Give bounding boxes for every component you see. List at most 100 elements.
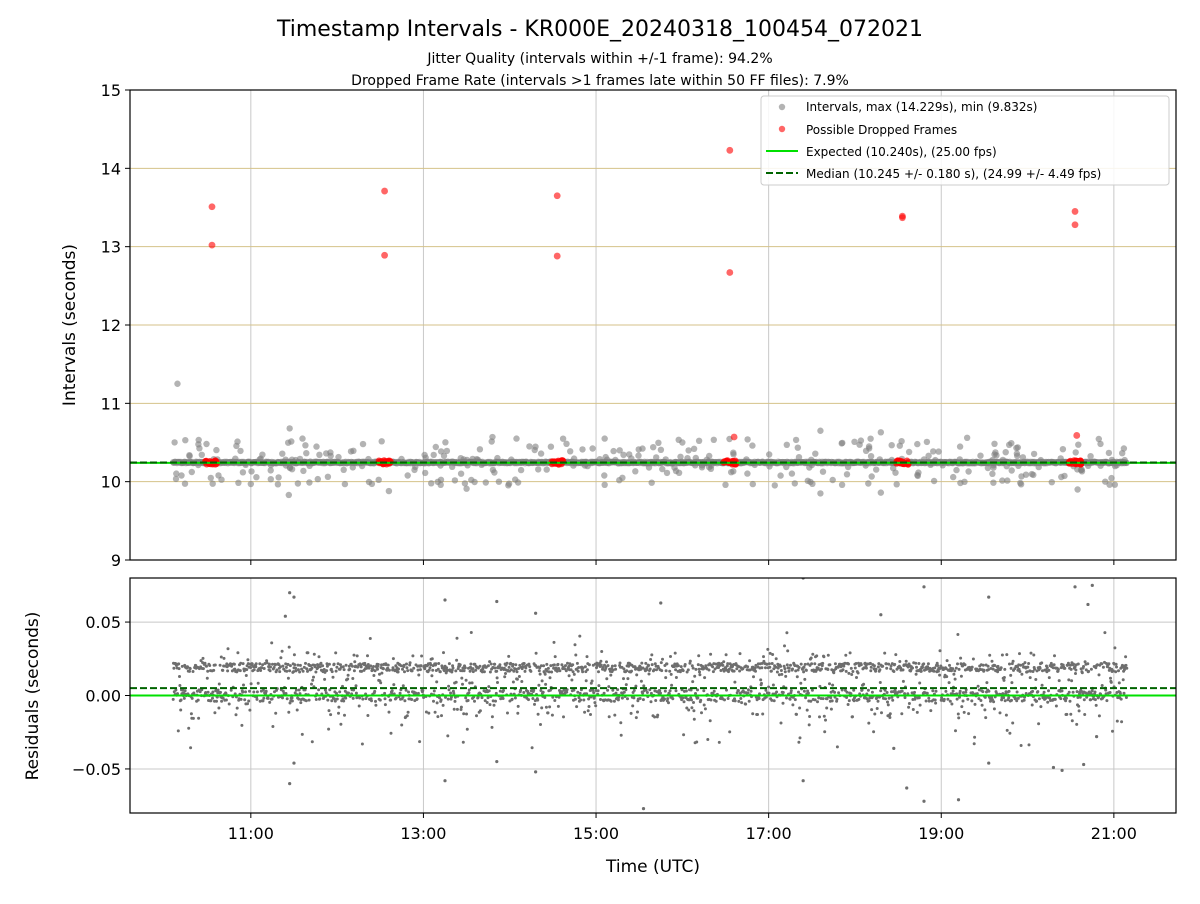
residual-point — [395, 697, 398, 700]
interval-point — [744, 470, 750, 476]
residual-point — [549, 676, 552, 679]
residual-point — [776, 671, 779, 674]
residual-point — [321, 664, 324, 667]
residual-point — [1023, 699, 1026, 702]
residual-point — [981, 690, 984, 693]
residual-point — [1120, 720, 1123, 723]
interval-point — [655, 440, 661, 446]
interval-point — [989, 471, 995, 477]
interval-point — [685, 447, 691, 453]
interval-point — [299, 435, 305, 441]
residual-point — [206, 677, 209, 680]
residual-point — [1074, 672, 1077, 675]
interval-point — [950, 474, 956, 480]
residual-point — [263, 667, 266, 670]
residual-point — [806, 709, 809, 712]
residual-point — [207, 691, 210, 694]
residual-point — [516, 712, 519, 715]
residual-point — [669, 655, 672, 658]
residual-point — [891, 699, 894, 702]
residual-point — [1007, 696, 1010, 699]
residual-point — [599, 698, 602, 701]
residual-point — [814, 698, 817, 701]
residual-point — [639, 697, 642, 700]
residual-point — [370, 699, 373, 702]
residual-point — [1016, 691, 1019, 694]
residual-point — [619, 721, 622, 724]
residual-point — [1003, 676, 1006, 679]
residual-point — [248, 709, 251, 712]
residual-point — [692, 667, 695, 670]
dropped-frame-point — [209, 242, 216, 249]
residual-point — [564, 664, 567, 667]
residual-point — [455, 659, 458, 662]
interval-point — [526, 443, 532, 449]
residual-point — [524, 670, 527, 673]
residual-point — [1123, 692, 1126, 695]
interval-point — [1009, 467, 1015, 473]
residual-point — [405, 666, 408, 669]
residual-point — [922, 662, 925, 665]
residual-point — [402, 684, 405, 687]
interval-point — [730, 450, 736, 456]
residual-point — [803, 666, 806, 669]
residual-point — [577, 670, 580, 673]
residual-point — [268, 701, 271, 704]
interval-point — [878, 429, 884, 435]
residual-point — [1002, 696, 1005, 699]
residual-point — [849, 651, 852, 654]
interval-point — [233, 443, 239, 449]
residual-point — [798, 707, 801, 710]
interval-point — [268, 467, 274, 473]
residual-point — [873, 713, 876, 716]
residual-point — [780, 669, 783, 672]
residual-point — [514, 663, 517, 666]
residual-point — [246, 702, 249, 705]
residual-point — [1001, 654, 1004, 657]
residual-point — [244, 690, 247, 693]
residual-point — [832, 671, 835, 674]
residual-point — [463, 669, 466, 672]
interval-point — [477, 446, 483, 452]
interval-point — [711, 437, 717, 443]
interval-point — [203, 441, 209, 447]
residuals-y-tick-label: −0.05 — [72, 760, 121, 779]
residual-point — [789, 664, 792, 667]
interval-point — [696, 438, 702, 444]
residual-point — [816, 700, 819, 703]
residual-point — [1009, 674, 1012, 677]
legend-dropped-marker — [779, 126, 785, 132]
interval-point — [817, 428, 823, 434]
residual-point — [310, 683, 313, 686]
residual-point — [529, 670, 532, 673]
residual-point — [351, 677, 354, 680]
residual-point — [527, 698, 530, 701]
residual-point — [374, 700, 377, 703]
interval-point — [471, 479, 477, 485]
interval-point — [897, 443, 903, 449]
residual-point — [586, 668, 589, 671]
interval-point — [1060, 446, 1066, 452]
dropped-frame-point — [1073, 432, 1080, 439]
residual-point — [631, 704, 634, 707]
residual-point — [289, 664, 292, 667]
residual-point — [453, 708, 456, 711]
interval-point — [589, 445, 595, 451]
residual-point — [269, 666, 272, 669]
residual-point — [914, 662, 917, 665]
interval-point — [433, 444, 439, 450]
interval-point — [173, 476, 179, 482]
residual-point — [440, 698, 443, 701]
residual-point — [671, 697, 674, 700]
residual-point — [1065, 713, 1068, 716]
residual-point — [779, 665, 782, 668]
residual-point — [795, 713, 798, 716]
interval-point — [452, 477, 458, 483]
residual-point — [459, 663, 462, 666]
residual-point — [926, 692, 929, 695]
interval-point — [513, 435, 519, 441]
residual-point — [727, 697, 730, 700]
residual-point — [744, 703, 747, 706]
interval-point — [285, 440, 291, 446]
residual-point — [689, 660, 692, 663]
